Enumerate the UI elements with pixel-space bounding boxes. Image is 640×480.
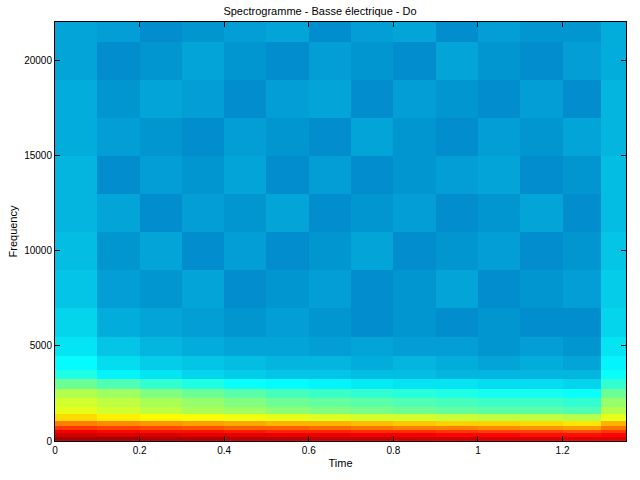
svg-text:20000: 20000 [24, 55, 52, 66]
svg-text:0.6: 0.6 [302, 445, 316, 456]
svg-text:0.4: 0.4 [217, 445, 231, 456]
svg-text:0.2: 0.2 [133, 445, 147, 456]
svg-text:1.2: 1.2 [556, 445, 570, 456]
svg-text:5000: 5000 [30, 340, 53, 351]
svg-text:0: 0 [52, 445, 58, 456]
svg-text:0.8: 0.8 [386, 445, 400, 456]
svg-text:15000: 15000 [24, 150, 52, 161]
svg-text:Frequency: Frequency [7, 205, 19, 257]
svg-text:1: 1 [475, 445, 481, 456]
svg-text:Spectrogramme - Basse électriq: Spectrogramme - Basse électrique - Do [223, 5, 416, 17]
svg-text:Time: Time [328, 457, 352, 469]
svg-text:10000: 10000 [24, 245, 52, 256]
svg-text:0: 0 [46, 436, 52, 447]
